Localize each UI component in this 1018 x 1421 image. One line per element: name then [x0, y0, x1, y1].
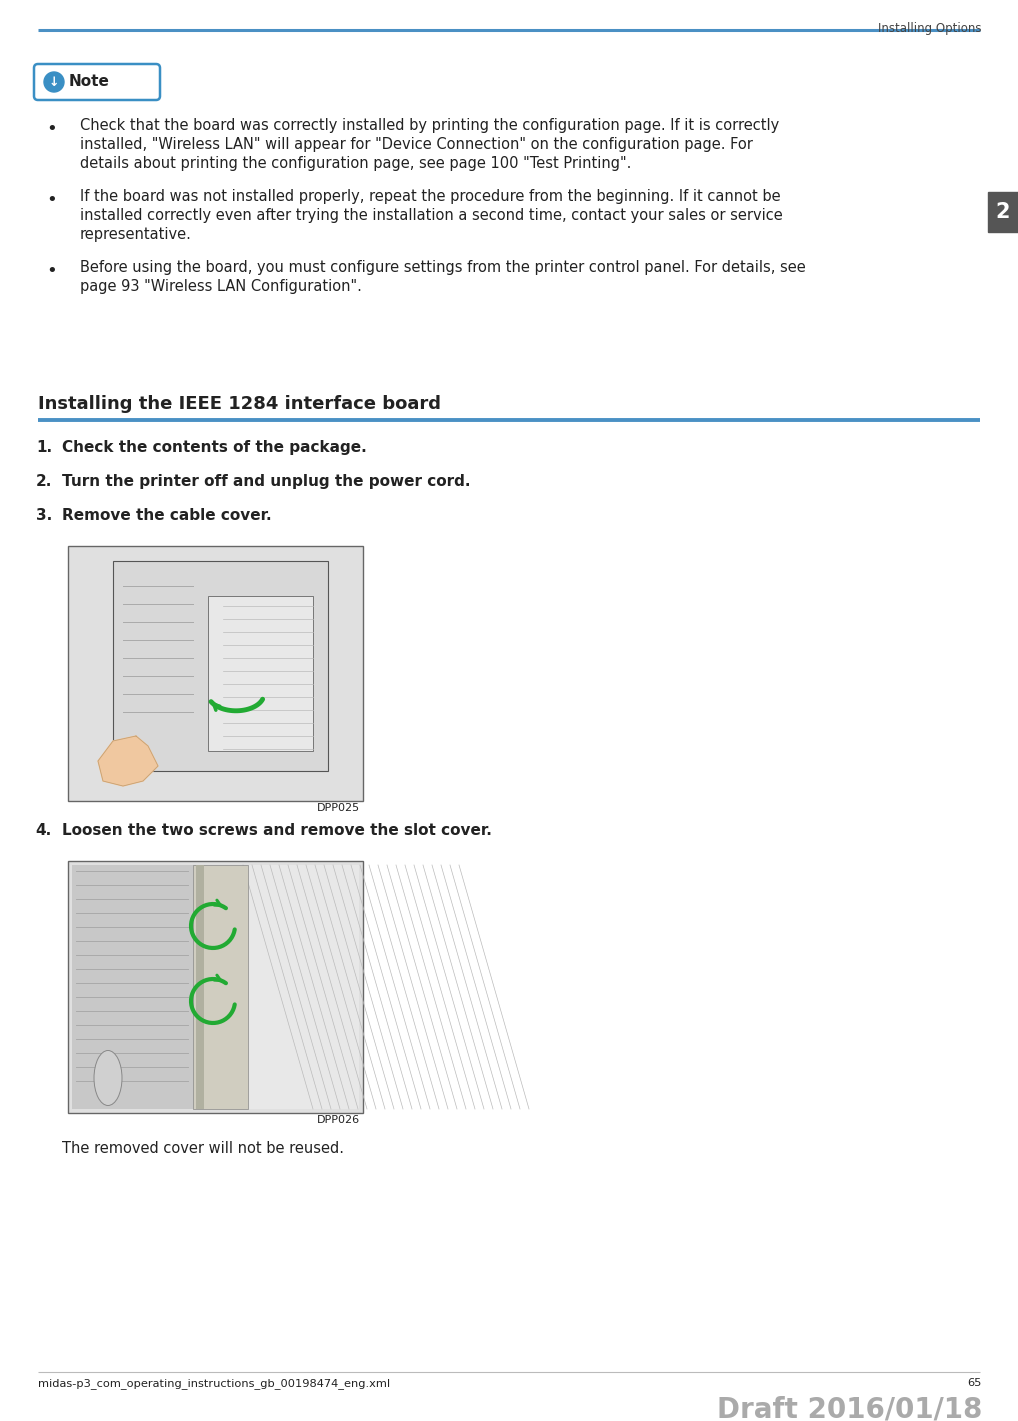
Text: •: • — [47, 119, 57, 138]
Circle shape — [44, 72, 64, 92]
Ellipse shape — [94, 1050, 122, 1106]
Text: 65: 65 — [968, 1378, 982, 1388]
Text: 3.: 3. — [36, 507, 52, 523]
Bar — [113, 561, 328, 772]
Bar — [68, 546, 363, 801]
Text: •: • — [47, 261, 57, 280]
Polygon shape — [98, 736, 158, 786]
Bar — [72, 865, 197, 1108]
Text: 1.: 1. — [36, 441, 52, 455]
Bar — [193, 865, 248, 1108]
Bar — [988, 192, 1018, 232]
FancyBboxPatch shape — [34, 64, 160, 99]
Bar — [196, 865, 204, 1108]
Bar — [248, 865, 359, 1108]
Text: Before using the board, you must configure settings from the printer control pan: Before using the board, you must configu… — [80, 260, 806, 276]
Text: 4.: 4. — [36, 823, 52, 838]
Text: DPP026: DPP026 — [317, 1115, 360, 1125]
Text: Turn the printer off and unplug the power cord.: Turn the printer off and unplug the powe… — [62, 475, 470, 489]
Text: Check that the board was correctly installed by printing the configuration page.: Check that the board was correctly insta… — [80, 118, 779, 134]
Bar — [68, 861, 363, 1113]
Bar — [208, 595, 313, 752]
Text: page 93 "Wireless LAN Configuration".: page 93 "Wireless LAN Configuration". — [80, 279, 361, 294]
Text: Draft 2016/01/18: Draft 2016/01/18 — [717, 1395, 982, 1421]
Text: •: • — [47, 190, 57, 209]
Text: Check the contents of the package.: Check the contents of the package. — [62, 441, 366, 455]
Text: Note: Note — [69, 74, 110, 90]
Text: 2: 2 — [996, 202, 1010, 222]
Text: Remove the cable cover.: Remove the cable cover. — [62, 507, 272, 523]
Text: Installing the IEEE 1284 interface board: Installing the IEEE 1284 interface board — [38, 395, 441, 414]
Text: The removed cover will not be reused.: The removed cover will not be reused. — [62, 1141, 344, 1157]
Text: Installing Options: Installing Options — [879, 21, 982, 36]
Text: installed, "Wireless LAN" will appear for "Device Connection" on the configurati: installed, "Wireless LAN" will appear fo… — [80, 136, 753, 152]
Text: 2.: 2. — [36, 475, 52, 489]
Text: DPP025: DPP025 — [317, 803, 360, 813]
Text: ↓: ↓ — [49, 75, 59, 88]
Text: midas-p3_com_operating_instructions_gb_00198474_eng.xml: midas-p3_com_operating_instructions_gb_0… — [38, 1378, 390, 1388]
Text: details about printing the configuration page, see page 100 "Test Printing".: details about printing the configuration… — [80, 156, 631, 171]
Text: Loosen the two screws and remove the slot cover.: Loosen the two screws and remove the slo… — [62, 823, 492, 838]
Text: installed correctly even after trying the installation a second time, contact yo: installed correctly even after trying th… — [80, 207, 783, 223]
Text: If the board was not installed properly, repeat the procedure from the beginning: If the board was not installed properly,… — [80, 189, 781, 205]
Text: representative.: representative. — [80, 227, 191, 242]
